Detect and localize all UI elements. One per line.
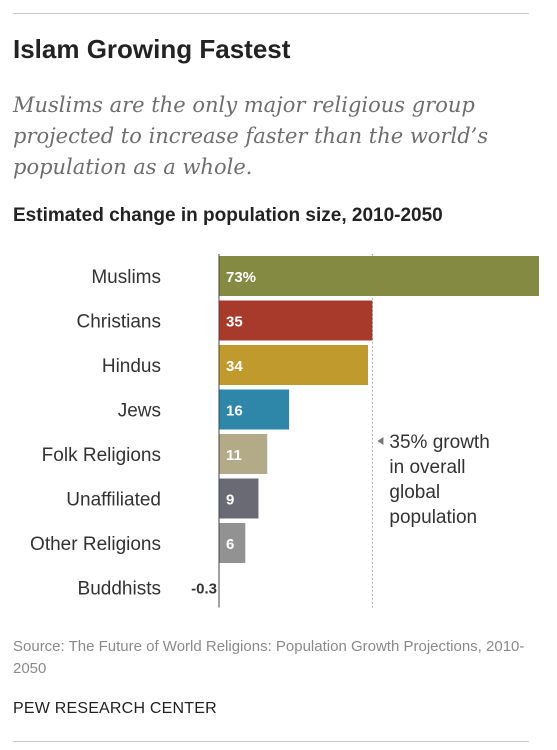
category-label: Unaffiliated — [66, 490, 161, 511]
category-label: Jews — [118, 401, 161, 422]
bar — [219, 389, 290, 430]
bar — [219, 256, 539, 296]
chart-heading: Estimated change in population size, 201… — [13, 205, 443, 226]
bar-value-label: 16 — [226, 403, 243, 420]
bar-value-label: 73% — [226, 269, 256, 286]
reference-annotation-line: in overall — [389, 457, 465, 478]
bar — [219, 478, 259, 519]
top-divider — [13, 13, 529, 14]
bar-value-label: 6 — [226, 536, 234, 553]
pointer-left-icon — [377, 437, 384, 445]
bar-value-label: -0.3 — [191, 581, 217, 598]
category-label: Other Religions — [30, 534, 161, 555]
reference-annotation-line: population — [389, 507, 477, 528]
category-label: Muslims — [91, 267, 161, 288]
category-label: Folk Religions — [42, 445, 161, 466]
category-label: Buddhists — [78, 579, 161, 600]
bar — [219, 300, 373, 341]
reference-annotation-line: 35% growth — [389, 432, 489, 453]
bar — [219, 434, 268, 474]
reference-annotation-line: global — [389, 482, 440, 503]
bar-value-label: 9 — [226, 492, 234, 509]
category-label: Christians — [77, 312, 161, 333]
bar-value-label: 11 — [226, 447, 242, 464]
page-title: Islam Growing Fastest — [13, 34, 291, 64]
bottom-divider — [13, 741, 529, 742]
bar-chart: Muslims 73% Christians 35 Hindus 34 Jews 16 Folk… — [30, 254, 539, 608]
page-subtitle: Muslims are the only major religious gro… — [13, 93, 489, 179]
bar-value-label: 34 — [226, 358, 243, 375]
bar-value-label: 35 — [226, 314, 243, 331]
bar — [219, 523, 246, 563]
category-label: Hindus — [102, 356, 161, 377]
brand-label: PEW RESEARCH CENTER — [13, 700, 217, 717]
source-note: Source: The Future of World Religions: P… — [13, 638, 525, 677]
bar — [219, 345, 369, 385]
